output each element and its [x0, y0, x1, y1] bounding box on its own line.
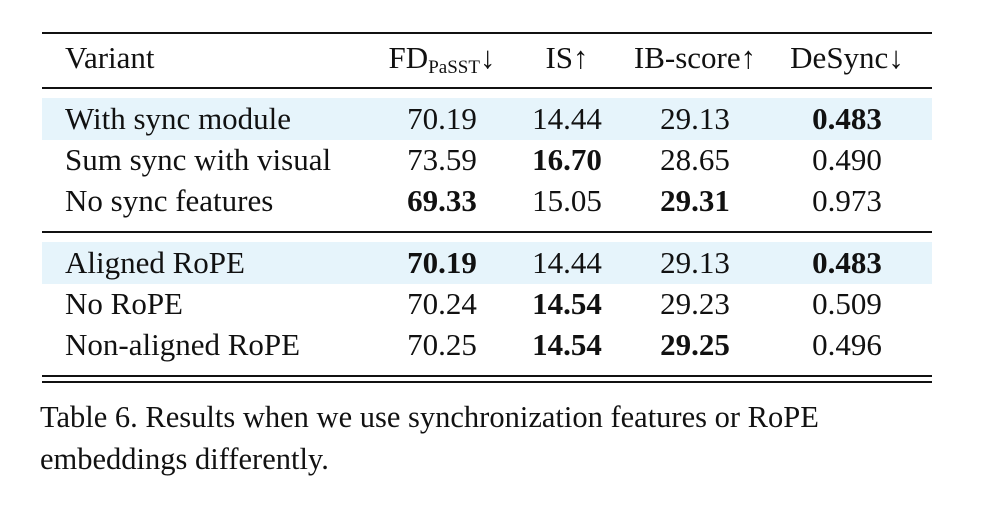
cell-fd: 70.19 [407, 101, 477, 136]
cell-desync: 0.509 [812, 286, 882, 321]
cell-variant: No RoPE [65, 286, 183, 321]
cell-ib: 29.13 [660, 245, 730, 280]
group-divider-rule [42, 231, 932, 233]
cell-fd: 70.25 [407, 327, 477, 362]
cell-is: 16.70 [532, 142, 602, 177]
table-row: Aligned RoPE 70.19 14.44 29.13 0.483 [0, 242, 994, 284]
cell-fd: 69.33 [407, 183, 477, 218]
cell-desync: 0.490 [812, 142, 882, 177]
caption-line: embeddings differently. [40, 442, 329, 476]
cell-ib: 29.23 [660, 286, 730, 321]
cell-fd: 70.24 [407, 286, 477, 321]
cell-ib: 28.65 [660, 142, 730, 177]
table-caption: Table 6. Results when we use synchroniza… [40, 396, 940, 480]
header-desync: DeSync↓ [790, 40, 904, 75]
header-rule [42, 87, 932, 89]
table-bottom-rule [42, 375, 932, 377]
cell-ib: 29.31 [660, 183, 730, 218]
cell-is: 14.54 [532, 286, 602, 321]
table-row: No RoPE 70.24 14.54 29.23 0.509 [0, 283, 994, 325]
cell-desync: 0.483 [812, 101, 882, 136]
cell-fd: 70.19 [407, 245, 477, 280]
cell-fd: 73.59 [407, 142, 477, 177]
table-row: Non-aligned RoPE 70.25 14.54 29.25 0.496 [0, 324, 994, 366]
cell-is: 14.44 [532, 101, 602, 136]
header-fd: FDPaSST↓ [380, 37, 504, 79]
cell-is: 14.54 [532, 327, 602, 362]
cell-ib: 29.13 [660, 101, 730, 136]
row-highlight [42, 242, 932, 284]
header-variant: Variant [65, 40, 155, 75]
table-row: No sync features 69.33 15.05 29.31 0.973 [0, 180, 994, 222]
cell-variant: Sum sync with visual [65, 142, 332, 177]
cell-variant: No sync features [65, 183, 274, 218]
cell-variant: Non-aligned RoPE [65, 327, 301, 362]
cell-ib: 29.25 [660, 327, 730, 362]
cell-variant: Aligned RoPE [65, 245, 245, 280]
cell-is: 14.44 [532, 245, 602, 280]
header-fd-main: FD [388, 40, 429, 75]
table-row: With sync module 70.19 14.44 29.13 0.483 [0, 98, 994, 140]
table-top-rule [42, 32, 932, 34]
table-bottom-rule [42, 381, 932, 383]
cell-desync: 0.496 [812, 327, 882, 362]
table-header-row: Variant FDPaSST↓ IS↑ IB-score↑ DeSync↓ [0, 37, 994, 79]
header-fd-subscript: PaSST [428, 57, 480, 78]
header-fd-arrow: ↓ [479, 40, 496, 75]
header-is: IS↑ [545, 40, 589, 75]
cell-is: 15.05 [532, 183, 602, 218]
header-ib-score: IB-score↑ [633, 40, 757, 75]
cell-desync: 0.973 [812, 183, 882, 218]
cell-desync: 0.483 [812, 245, 882, 280]
caption-line: Table 6. Results when we use synchroniza… [40, 400, 819, 434]
row-highlight [42, 98, 932, 140]
table-row: Sum sync with visual 73.59 16.70 28.65 0… [0, 139, 994, 181]
cell-variant: With sync module [65, 101, 292, 136]
